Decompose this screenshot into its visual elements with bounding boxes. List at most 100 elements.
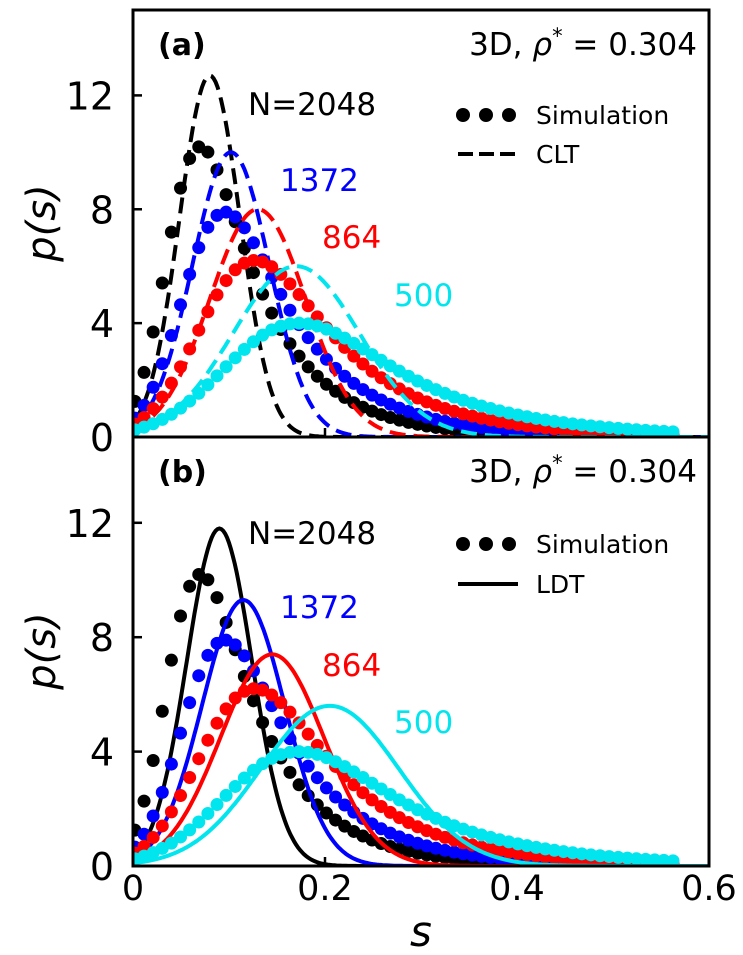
- data-point: [228, 263, 242, 277]
- data-point: [338, 369, 352, 383]
- data-point: [237, 342, 251, 356]
- y-tick-label: 12: [66, 74, 114, 118]
- data-point: [283, 765, 297, 779]
- data-point: [310, 738, 324, 752]
- data-point: [329, 384, 343, 398]
- data-point: [174, 789, 188, 803]
- data-point: [174, 830, 188, 844]
- data-point: [292, 288, 306, 302]
- data-point: [219, 788, 233, 802]
- panel-b-legend: Simulation LDT: [456, 530, 669, 599]
- data-point: [164, 836, 178, 850]
- data-point: [210, 716, 224, 730]
- data-point: [319, 377, 333, 391]
- legend-clt-label: CLT: [536, 140, 580, 169]
- data-point: [283, 303, 297, 317]
- data-point: [365, 793, 379, 807]
- series-line: [133, 264, 708, 437]
- data-point: [201, 573, 215, 587]
- data-point: [210, 798, 224, 812]
- x-tick-label: 0.6: [681, 869, 737, 909]
- data-point: [192, 815, 206, 829]
- data-point: [201, 145, 215, 159]
- data-point: [228, 638, 242, 652]
- data-point: [201, 378, 215, 392]
- panel-b-frame: [131, 435, 711, 868]
- panel-b-label: (b): [158, 455, 207, 490]
- data-point: [146, 830, 160, 844]
- data-point: [347, 778, 361, 792]
- data-point: [146, 809, 160, 823]
- data-point: [237, 771, 251, 785]
- data-point: [292, 778, 306, 792]
- data-point: [347, 349, 361, 363]
- legend-marker-dot: [502, 108, 516, 122]
- data-point: [219, 274, 233, 288]
- data-point: [666, 425, 680, 437]
- legend-marker-dot: [456, 108, 470, 122]
- data-point: [146, 753, 160, 767]
- data-point: [265, 306, 279, 320]
- data-point: [146, 325, 160, 339]
- data-point: [237, 649, 251, 663]
- data-point: [174, 401, 188, 415]
- legend-ldt-label: LDT: [536, 570, 585, 599]
- data-point: [137, 365, 151, 379]
- data-point: [192, 752, 206, 766]
- y-tick-label: 4: [90, 302, 114, 346]
- data-point: [137, 839, 151, 853]
- data-point: [137, 794, 151, 808]
- series-label: N=2048: [248, 516, 376, 552]
- x-axis-label: s: [410, 907, 432, 955]
- series-label: 500: [394, 278, 453, 314]
- data-point: [155, 390, 169, 404]
- data-point: [201, 220, 215, 234]
- y-tick-label: 4: [90, 731, 114, 775]
- x-axis: 0 0.2 0.4 0.6: [122, 869, 737, 909]
- y-tick-label: 12: [66, 502, 114, 546]
- data-point: [201, 648, 215, 662]
- x-tick-label: 0: [122, 869, 144, 909]
- data-point: [265, 734, 279, 748]
- series-label: 864: [322, 220, 381, 256]
- data-point: [228, 210, 242, 224]
- panel-b: 0 4 8 12 (b) 3D, ρ* = 0.304 p(s) Simulation…: [19, 435, 711, 889]
- data-point: [237, 221, 251, 235]
- data-point: [210, 369, 224, 383]
- data-point: [283, 277, 297, 291]
- data-point: [155, 276, 169, 290]
- data-point: [201, 733, 215, 747]
- data-point: [192, 669, 206, 683]
- data-point: [365, 364, 379, 378]
- data-point: [228, 779, 242, 793]
- legend-marker-dot: [456, 537, 470, 551]
- y-tick-label: 8: [90, 188, 114, 232]
- data-point: [265, 260, 279, 274]
- data-point: [146, 380, 160, 394]
- data-point: [246, 236, 260, 250]
- data-point: [301, 759, 315, 773]
- data-point: [201, 807, 215, 821]
- legend-marker-dot: [479, 537, 493, 551]
- data-point: [356, 357, 370, 371]
- series-label: 500: [394, 705, 453, 741]
- data-point: [210, 288, 224, 302]
- data-point: [155, 785, 169, 799]
- y-tick-label: 8: [90, 616, 114, 660]
- data-point: [319, 781, 333, 795]
- series-line: [133, 598, 708, 866]
- data-point: [666, 854, 680, 866]
- data-point: [274, 696, 288, 710]
- data-point: [174, 609, 188, 623]
- data-point: [210, 591, 224, 605]
- data-point: [219, 188, 233, 202]
- data-point: [274, 716, 288, 730]
- data-point: [155, 704, 169, 718]
- data-point: [246, 335, 260, 349]
- series-label: 864: [322, 648, 381, 684]
- panel-a-legend: Simulation CLT: [456, 101, 669, 169]
- series-label: 1372: [280, 163, 359, 199]
- data-point: [183, 696, 197, 710]
- series-label: 1372: [280, 590, 359, 626]
